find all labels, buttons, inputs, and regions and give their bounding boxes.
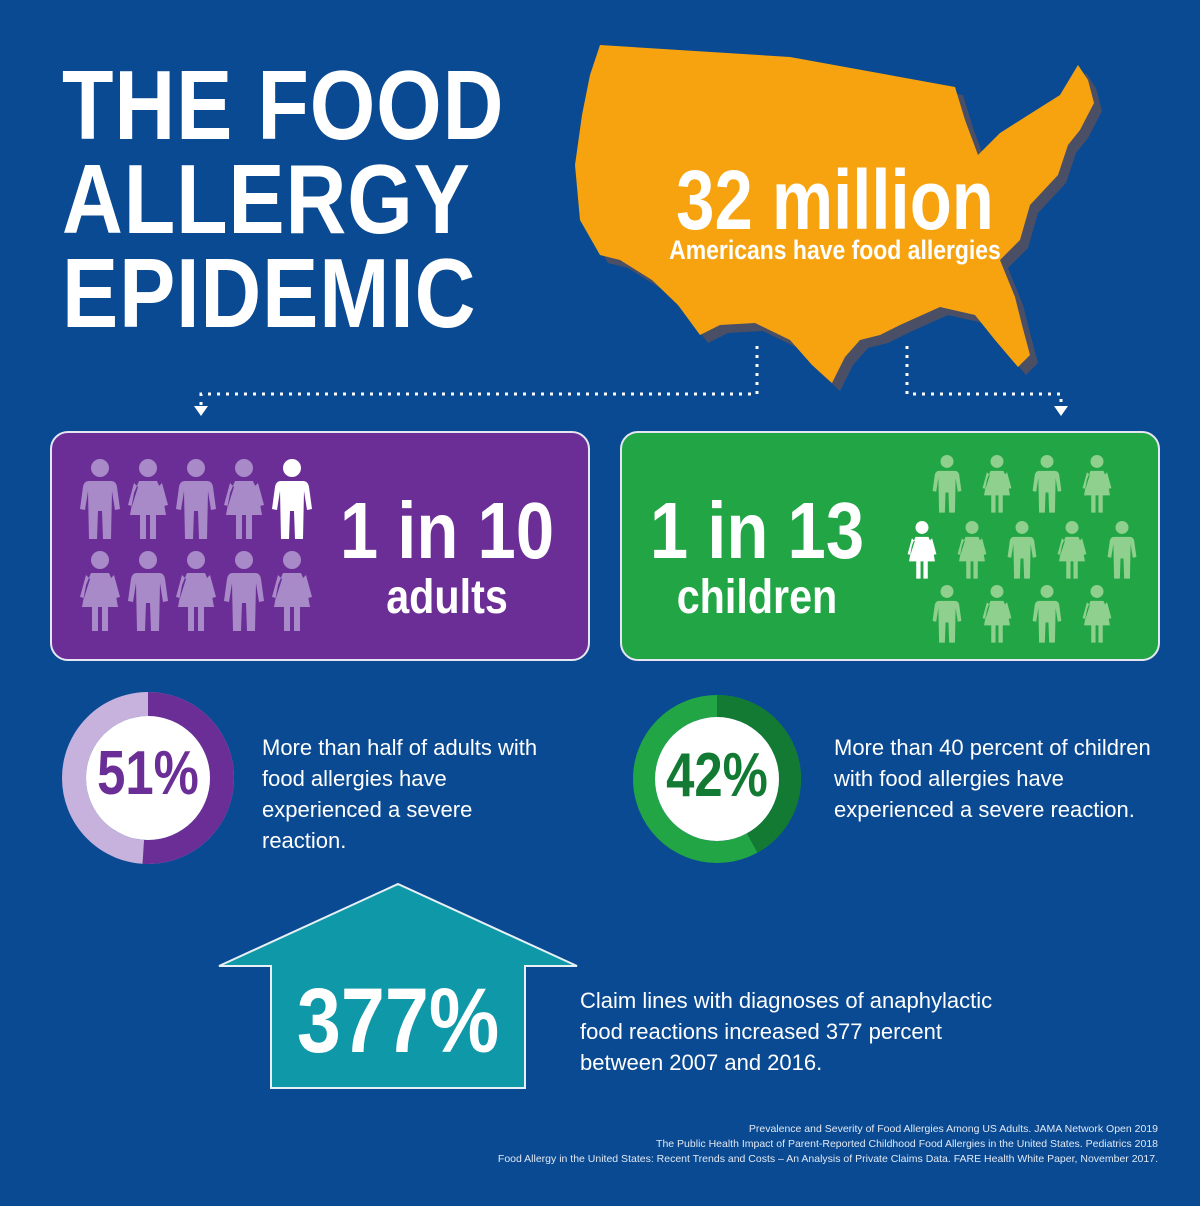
child-figure-11 bbox=[1082, 585, 1112, 643]
adult-figure-4 bbox=[80, 551, 120, 631]
title-line-3: EPIDEMIC bbox=[62, 238, 477, 348]
adult-figure-3 bbox=[224, 459, 264, 539]
children-panel: 1 in 13 children bbox=[620, 431, 1160, 661]
adult-figure-1 bbox=[128, 459, 168, 539]
child-figure-highlighted bbox=[907, 521, 937, 579]
child-figure-4 bbox=[957, 521, 987, 579]
child-figure-2 bbox=[1032, 455, 1062, 513]
adults-severe-description: More than half of adults with food aller… bbox=[262, 735, 538, 853]
child-figure-10 bbox=[1032, 585, 1062, 643]
child-figure-0 bbox=[932, 455, 962, 513]
child-figure-9 bbox=[982, 585, 1012, 643]
headline-stat-value: 32 million bbox=[676, 153, 994, 247]
headline-stat-label: Americans have food allergies bbox=[669, 235, 1001, 265]
child-figure-6 bbox=[1057, 521, 1087, 579]
child-figure-5 bbox=[1007, 521, 1037, 579]
adults-label: adults bbox=[386, 571, 508, 624]
children-label: children bbox=[676, 571, 838, 624]
children-severe-description: More than 40 percent of children with fo… bbox=[834, 735, 1151, 822]
title-line-1: THE FOOD bbox=[62, 50, 505, 160]
sources: Prevalence and Severity of Food Allergie… bbox=[498, 1122, 1158, 1167]
adults-ratio: 1 in 10 bbox=[339, 486, 555, 575]
source-1: Prevalence and Severity of Food Allergie… bbox=[748, 1123, 1158, 1135]
child-figure-8 bbox=[932, 585, 962, 643]
source-2: The Public Health Impact of Parent-Repor… bbox=[656, 1138, 1158, 1150]
page-title: THE FOOD ALLERGY EPIDEMIC bbox=[62, 50, 505, 348]
connector-lines bbox=[194, 346, 1068, 416]
adult-figure-0 bbox=[80, 459, 120, 539]
adult-figure-6 bbox=[176, 551, 216, 631]
claims-percent: 377% bbox=[296, 970, 500, 1072]
usa-map-icon bbox=[575, 45, 1102, 391]
up-arrow-icon bbox=[218, 882, 578, 1089]
child-figure-3 bbox=[1082, 455, 1112, 513]
source-3: Food Allergy in the United States: Recen… bbox=[497, 1153, 1158, 1165]
adults-severe-ring bbox=[62, 692, 234, 864]
adult-figures bbox=[80, 459, 312, 631]
children-severe-ring bbox=[633, 695, 801, 863]
adults-severe-percent: 51% bbox=[97, 739, 199, 808]
children-ratio: 1 in 13 bbox=[649, 486, 865, 575]
claims-description: Claim lines with diagnoses of anaphylact… bbox=[580, 988, 993, 1075]
child-figure-7 bbox=[1107, 521, 1137, 579]
adult-figure-5 bbox=[128, 551, 168, 631]
adult-figure-highlighted bbox=[272, 459, 312, 539]
children-severe-percent: 42% bbox=[666, 741, 768, 810]
title-line-2: ALLERGY bbox=[62, 144, 471, 254]
child-figure-1 bbox=[982, 455, 1012, 513]
child-figures bbox=[907, 455, 1137, 643]
adult-figure-8 bbox=[272, 551, 312, 631]
adults-panel: 1 in 10 adults bbox=[50, 431, 590, 661]
adult-figure-7 bbox=[224, 551, 264, 631]
adult-figure-2 bbox=[176, 459, 216, 539]
